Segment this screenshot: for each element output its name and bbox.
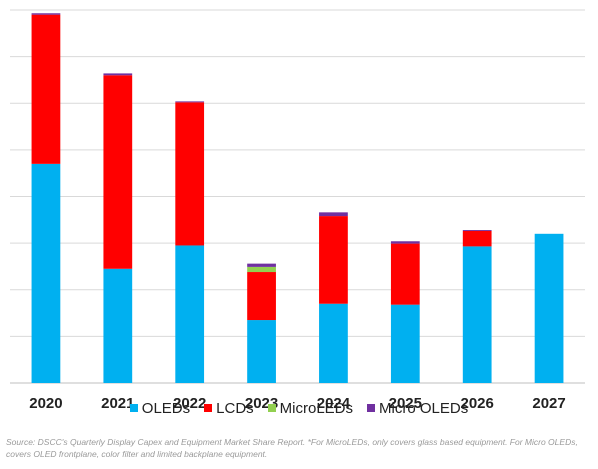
x-tick-label: 2021 — [101, 395, 134, 412]
bar-oleds-2024 — [319, 303, 348, 383]
bar-lcds-2026 — [462, 231, 492, 247]
bar-microleds-2023 — [247, 266, 276, 273]
gridlines — [10, 9, 585, 384]
x-tick-label: 2024 — [317, 395, 351, 412]
x-axis-labels: 2020 2021 2022 2023 2024 2025 2026 2027 — [29, 395, 566, 412]
legend-swatch — [367, 404, 376, 412]
stacked-bar-chart: 2020 2021 2022 2023 2024 2025 2026 2027 — [10, 9, 585, 412]
legend-label: OLEDs — [141, 399, 191, 417]
bar-oleds-2025 — [390, 304, 420, 383]
bar-lcds-2023 — [247, 272, 276, 321]
legend-swatch — [267, 404, 276, 412]
bar-oleds-2022 — [175, 245, 205, 383]
bar-oleds-2023 — [247, 320, 276, 383]
bar-micro-oleds-2025 — [390, 241, 420, 244]
source-note: Source: DSCC's Quarterly Display Capex a… — [6, 437, 578, 459]
x-tick-label: 2027 — [532, 395, 565, 412]
bar-micro-oleds-2020 — [31, 13, 61, 15]
legend-item-oleds: OLEDs — [129, 398, 191, 418]
x-tick-label: 2020 — [29, 395, 62, 412]
bar-lcds-2025 — [390, 243, 420, 305]
legend-swatch — [129, 404, 138, 412]
legend-item-micro-oleds: Micro OLEDs — [367, 398, 468, 418]
legend: OLEDs LCDs MicroLEDs Micro OLEDs — [0, 398, 598, 418]
legend-swatch — [204, 404, 213, 412]
x-tick-label: 2022 — [173, 395, 206, 412]
legend-item-microleds: MicroLEDs — [267, 398, 354, 418]
bar-lcds-2021 — [103, 75, 133, 269]
legend-label: LCDs — [216, 399, 254, 417]
x-tick-label: 2025 — [389, 395, 422, 412]
legend-label: Micro OLEDs — [379, 399, 469, 417]
bar-micro-oleds-2023 — [247, 263, 276, 267]
bar-oleds-2021 — [103, 268, 133, 383]
bar-lcds-2020 — [31, 14, 61, 164]
bar-oleds-2027 — [534, 233, 564, 383]
bar-lcds-2022 — [175, 102, 205, 246]
bar-oleds-2020 — [31, 163, 61, 383]
bar-lcds-2024 — [319, 216, 348, 304]
bar-micro-oleds-2021 — [103, 73, 133, 76]
bars — [31, 13, 564, 383]
bar-micro-oleds-2022 — [175, 101, 205, 103]
legend-label: MicroLEDs — [279, 399, 354, 417]
x-tick-label: 2026 — [461, 395, 494, 412]
bar-micro-oleds-2024 — [319, 212, 348, 217]
bar-micro-oleds-2026 — [462, 230, 492, 232]
legend-item-lcds: LCDs — [204, 398, 254, 418]
bar-oleds-2026 — [462, 246, 492, 383]
